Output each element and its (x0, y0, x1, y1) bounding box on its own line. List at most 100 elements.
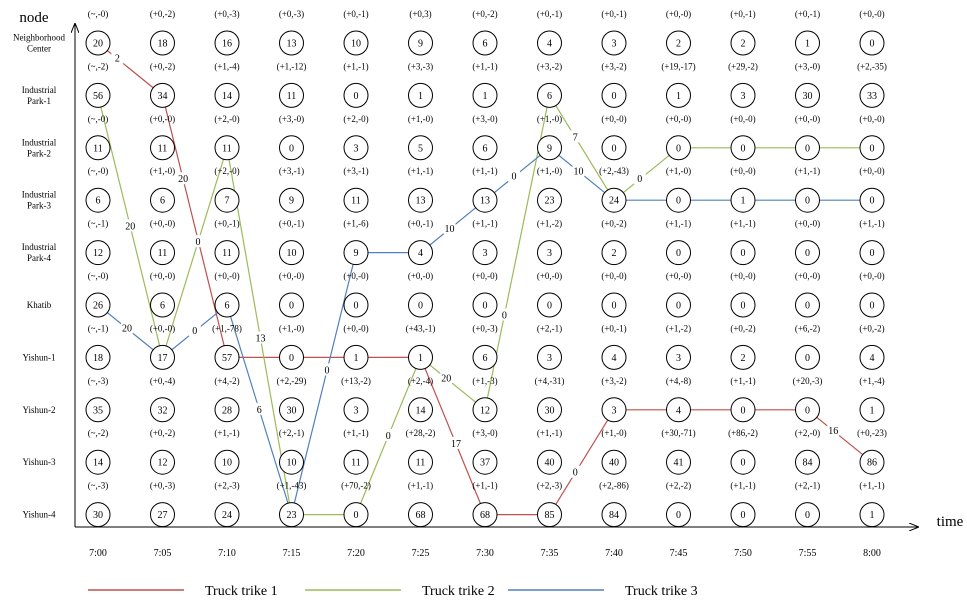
node-circle (730, 292, 756, 318)
node-circle (472, 82, 498, 108)
node-circle (859, 82, 885, 108)
node-value: 56 (93, 91, 103, 102)
node-value: 86 (867, 458, 877, 469)
node-circle (730, 82, 756, 108)
node-circle (795, 82, 820, 108)
node-change: (+0,-0) (343, 323, 368, 333)
node-change: (+1,-1) (666, 219, 691, 229)
node-value: 1 (418, 91, 423, 102)
node-change: (+0,-1) (730, 9, 755, 19)
route-flow-label: 17 (451, 439, 461, 450)
node-change: (+1,-1) (408, 481, 433, 491)
route-flow-label-bg (320, 363, 333, 376)
route-flow-label-bg (569, 130, 582, 143)
node-value: 33 (867, 91, 877, 102)
node-circle (730, 502, 756, 528)
node-change: (+3,-1) (343, 166, 368, 176)
node-circle (214, 502, 240, 528)
node-circle (859, 30, 885, 56)
node-change: (+1,-1) (537, 428, 562, 438)
node-circle (279, 502, 304, 528)
node-change: (+2,-1) (795, 481, 820, 491)
node-change: (+1,-0) (150, 166, 175, 176)
node-value: 0 (805, 353, 810, 364)
node-circle (666, 449, 691, 475)
node-change: (+1,-43) (277, 481, 307, 491)
node-value: 16 (222, 39, 232, 50)
node-value: 0 (676, 301, 681, 312)
time-label: 7:20 (347, 548, 365, 559)
node-circle (279, 240, 304, 266)
node-circle (859, 292, 885, 318)
node-circle (343, 30, 369, 56)
node-circle (472, 30, 498, 56)
node-circle (472, 502, 498, 528)
node-row: 56(~,-2)34(+0,-2)14(+1,-4)11(+1,-12)0(+1… (85, 61, 887, 108)
route-flow-label-bg (254, 331, 267, 344)
node-row: 20(~,-0)18(+0,-2)16(+0,-3)13(+0,-3)10(+0… (85, 9, 885, 56)
node-change: (+3,-2) (537, 61, 562, 71)
node-value: 0 (741, 510, 746, 521)
node-circle (150, 449, 175, 475)
node-label: Yishun-3 (22, 457, 56, 467)
node-change: (+3,-2) (601, 61, 626, 71)
node-change: (+2,-0) (795, 428, 820, 438)
node-change: (+3,-0) (279, 114, 304, 124)
node-change: (+0,-0) (150, 114, 175, 124)
route-flow-label: 0 (573, 468, 578, 479)
node-change: (+0,-0) (279, 271, 304, 281)
node-label: Center (27, 44, 51, 54)
time-label: 7:05 (154, 548, 172, 559)
node-circle (343, 292, 369, 318)
node-circle (343, 135, 369, 161)
time-label: 7:45 (670, 548, 688, 559)
time-label: 8:00 (863, 548, 881, 559)
node-change: (~,-3) (88, 376, 109, 386)
node-change: (+0,-0) (859, 166, 884, 176)
node-value: 0 (805, 196, 810, 207)
node-value: 6 (160, 301, 165, 312)
node-label: Industrial (22, 190, 57, 200)
node-circle (85, 502, 111, 528)
node-change: (+2,-2) (666, 481, 691, 491)
route-flow-label-bg (188, 324, 201, 337)
node-value: 11 (351, 196, 361, 207)
node-value: 84 (609, 510, 619, 521)
node-circle (795, 397, 820, 423)
node-change: (+0,-0) (537, 271, 562, 281)
node-circle (601, 82, 627, 108)
node-circle (537, 397, 562, 423)
node-circle (343, 344, 369, 370)
route-flow-label-bg (191, 235, 204, 248)
node-row: 18 (~,-1) 17 (+0,-0) 57 (+1,-78) 0 (+1,-0) 1 (+0,… (85, 323, 885, 370)
node-change: (+1,-1) (472, 219, 497, 229)
node-label: Park-4 (27, 253, 51, 263)
node-value: 0 (612, 143, 617, 154)
node-value: 35 (93, 405, 103, 416)
node-circle (472, 187, 498, 213)
node-change: (+0,-1) (795, 9, 820, 19)
node-value: 68 (480, 510, 490, 521)
node-change: (+1,-1) (795, 166, 820, 176)
node-value: 3 (676, 353, 681, 364)
node-circle (472, 292, 498, 318)
node-circle (859, 449, 885, 475)
node-value: 28 (222, 405, 232, 416)
node-value: 0 (805, 143, 810, 154)
node-circle (666, 502, 691, 528)
node-value: 68 (416, 510, 426, 521)
node-circle (408, 344, 433, 370)
node-change: (+0,-0) (666, 114, 691, 124)
node-change: (+0,-0) (795, 271, 820, 281)
node-change: (+0,-1) (279, 219, 304, 229)
node-change: (+1,-12) (277, 61, 307, 71)
node-change: (+1,-1) (472, 166, 497, 176)
node-value: 32 (158, 405, 168, 416)
node-change: (+2,-29) (277, 376, 307, 386)
time-labels: 7:00 7:05 7:10 7:15 7:20 7:25 7:30 7:35 7:40 7:45… (89, 548, 881, 559)
node-row: 30 (~,-3) 27 (+0,-3) 24 (+2,-3) 23 (+1,-43) 0 (+7… (85, 481, 885, 528)
time-label: 7:25 (412, 548, 430, 559)
route-flow-label-bg (508, 169, 521, 182)
node-value: 0 (741, 248, 746, 259)
node-circle (537, 240, 562, 266)
